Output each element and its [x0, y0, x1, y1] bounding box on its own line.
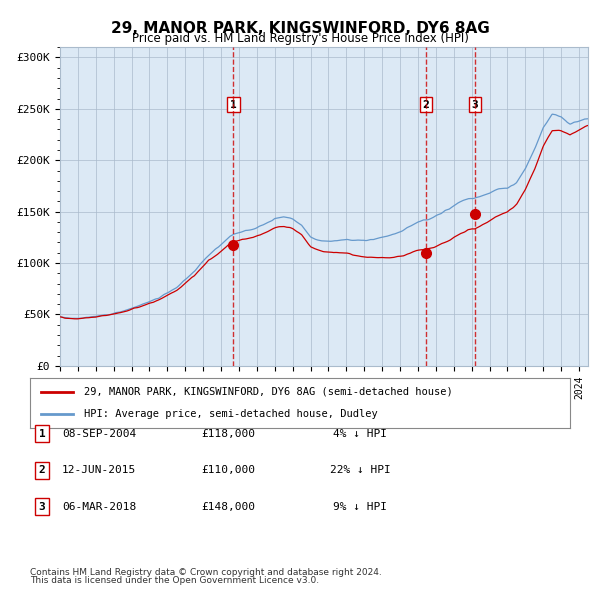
- Text: £148,000: £148,000: [201, 502, 255, 512]
- Text: 12-JUN-2015: 12-JUN-2015: [62, 466, 136, 475]
- Text: 9% ↓ HPI: 9% ↓ HPI: [333, 502, 387, 512]
- Text: 29, MANOR PARK, KINGSWINFORD, DY6 8AG: 29, MANOR PARK, KINGSWINFORD, DY6 8AG: [110, 21, 490, 35]
- Text: 1: 1: [230, 100, 237, 110]
- Text: 06-MAR-2018: 06-MAR-2018: [62, 502, 136, 512]
- Text: 3: 3: [472, 100, 478, 110]
- Text: £110,000: £110,000: [201, 466, 255, 475]
- Text: 08-SEP-2004: 08-SEP-2004: [62, 429, 136, 438]
- Text: 1: 1: [38, 429, 46, 438]
- Text: 2: 2: [38, 466, 46, 475]
- Text: 22% ↓ HPI: 22% ↓ HPI: [329, 466, 391, 475]
- Text: Price paid vs. HM Land Registry's House Price Index (HPI): Price paid vs. HM Land Registry's House …: [131, 32, 469, 45]
- Text: 2: 2: [422, 100, 429, 110]
- Text: 4% ↓ HPI: 4% ↓ HPI: [333, 429, 387, 438]
- Text: 29, MANOR PARK, KINGSWINFORD, DY6 8AG (semi-detached house): 29, MANOR PARK, KINGSWINFORD, DY6 8AG (s…: [84, 386, 453, 396]
- Text: £118,000: £118,000: [201, 429, 255, 438]
- Text: Contains HM Land Registry data © Crown copyright and database right 2024.: Contains HM Land Registry data © Crown c…: [30, 568, 382, 577]
- Text: 3: 3: [38, 502, 46, 512]
- Text: This data is licensed under the Open Government Licence v3.0.: This data is licensed under the Open Gov…: [30, 576, 319, 585]
- Text: HPI: Average price, semi-detached house, Dudley: HPI: Average price, semi-detached house,…: [84, 409, 378, 419]
